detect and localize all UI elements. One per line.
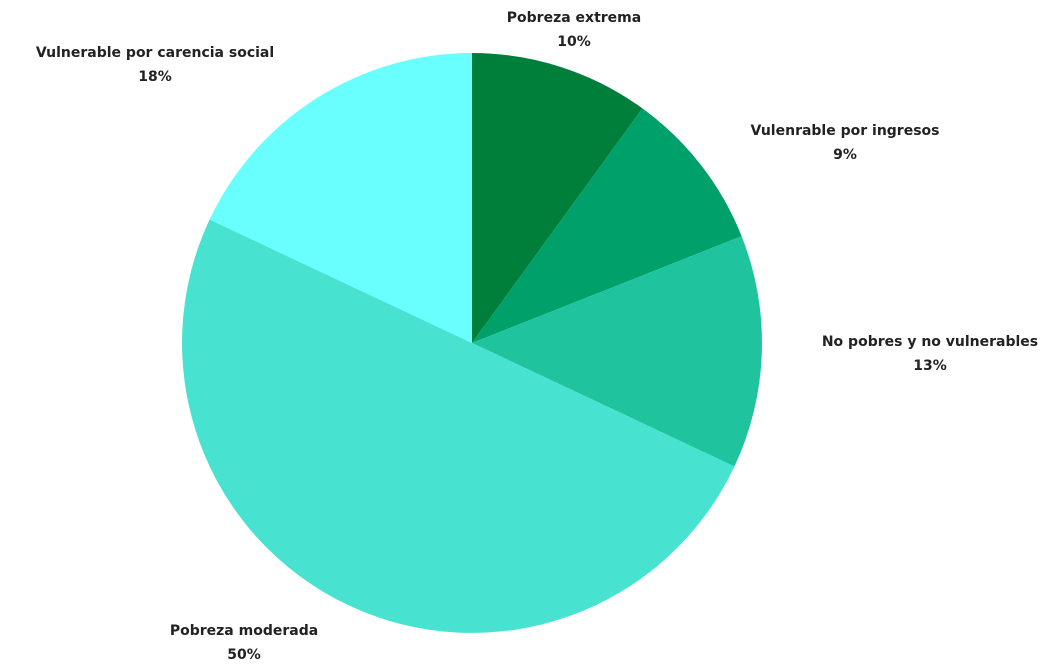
slice-percent-pobreza-moderada: 50% [227, 647, 261, 663]
slice-percent-vulenrable-por-ingresos: 9% [833, 147, 857, 163]
pie-slices [182, 53, 763, 633]
slice-percent-no-pobres-y-no-vulnerables: 13% [913, 358, 947, 374]
slice-label-no-pobres-y-no-vulnerables: No pobres y no vulnerables [822, 334, 1038, 350]
pie-slice-pobreza-extrema[interactable] [472, 53, 643, 343]
slice-label-vulenrable-por-ingresos: Vulenrable por ingresos [751, 123, 940, 139]
slice-label-pobreza-extrema: Pobreza extrema [507, 10, 641, 26]
pie-slice-vulnerable-por-carencia-social[interactable] [209, 53, 472, 343]
pie-labels: Pobreza extrema 10% Vulenrable por ingreso… [36, 10, 1038, 663]
slice-label-pobreza-moderada: Pobreza moderada [170, 623, 318, 639]
slice-percent-vulnerable-por-carencia-social: 18% [138, 69, 172, 85]
pie-slice-pobreza-moderada[interactable] [182, 219, 735, 633]
slice-label-vulnerable-por-carencia-social: Vulnerable por carencia social [36, 45, 274, 61]
pie-slice-no-pobres-y-no-vulnerables[interactable] [472, 236, 763, 467]
pie-slice-vulenrable-por-ingresos[interactable] [472, 108, 742, 343]
slice-percent-pobreza-extrema: 10% [557, 34, 591, 50]
